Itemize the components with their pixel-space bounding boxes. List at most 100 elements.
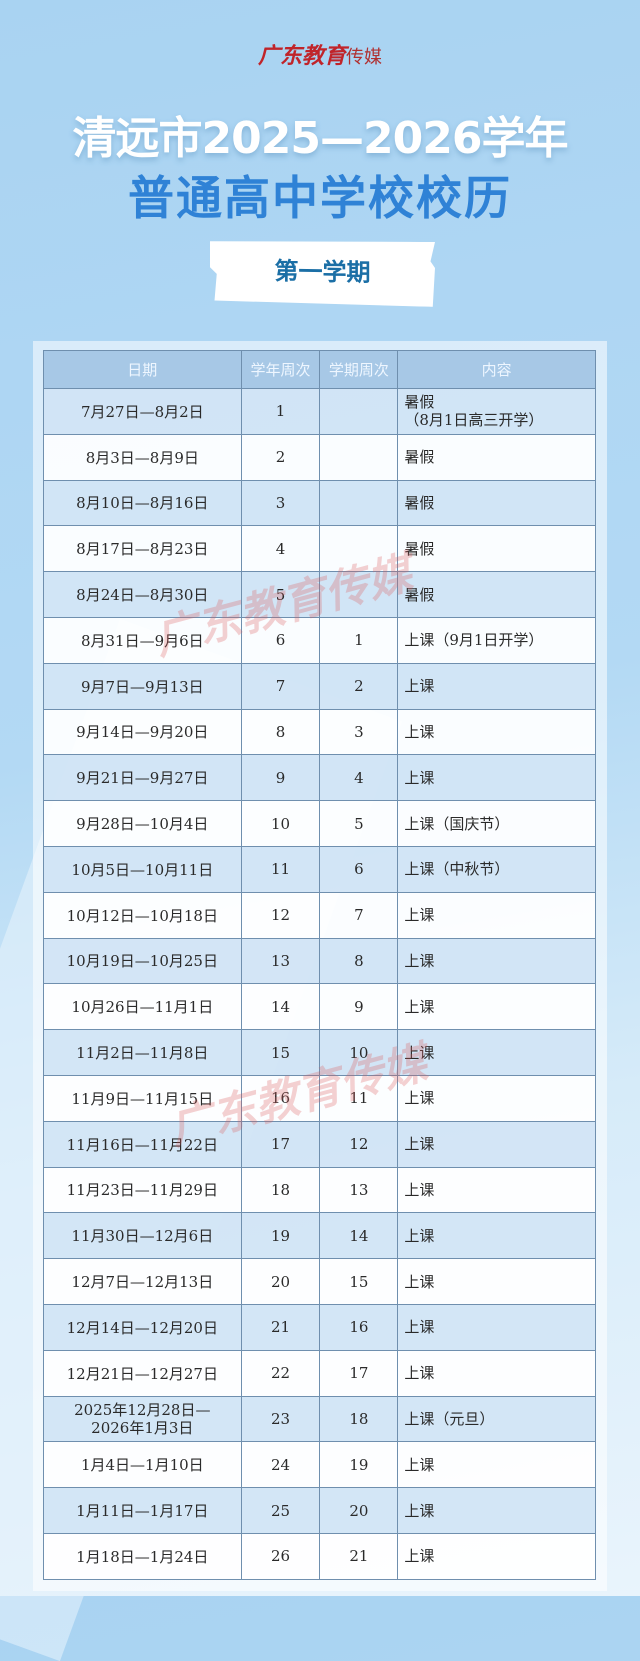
title-line-2: 普通高中学校校历 xyxy=(128,171,512,225)
cell-year-week: 14 xyxy=(240,983,321,1031)
table-row: 2025年12月28日— 2026年1月3日 23 18 上课（元旦） xyxy=(43,1395,596,1443)
cell-content: 上课 xyxy=(397,1258,596,1305)
table-header: 日期 学年周次 学期周次 内容 xyxy=(43,350,596,389)
cell-date: 8月24日—8月30日 xyxy=(43,571,242,618)
cell-content: 上课 xyxy=(397,983,596,1031)
header-term-week: 学期周次 xyxy=(319,350,399,389)
cell-term-week: 18 xyxy=(319,1395,399,1443)
cell-date: 10月12日—10月18日 xyxy=(43,891,242,939)
header-content: 内容 xyxy=(397,350,596,389)
table-row: 7月27日—8月2日 1 暑假 （8月1日高三开学） xyxy=(43,388,596,435)
table-row: 10月19日—10月25日 13 8 上课 xyxy=(43,937,596,985)
cell-content: 上课 xyxy=(397,1349,596,1397)
cell-term-week: 5 xyxy=(319,800,399,847)
cell-year-week: 1 xyxy=(240,388,321,435)
cell-year-week: 20 xyxy=(240,1258,321,1305)
table-row: 10月12日—10月18日 12 7 上课 xyxy=(43,891,596,939)
cell-date: 11月2日—11月8日 xyxy=(43,1029,242,1076)
cell-year-week: 21 xyxy=(240,1303,321,1351)
cell-term-week xyxy=(319,479,399,527)
cell-date: 8月17日—8月23日 xyxy=(43,525,242,573)
cell-date: 7月27日—8月2日 xyxy=(43,388,242,435)
cell-content: 上课 xyxy=(397,891,596,939)
cell-date: 8月31日—9月6日 xyxy=(43,616,242,664)
table-row: 11月16日—11月22日 17 12 上课 xyxy=(43,1120,596,1168)
table-row: 8月3日—8月9日 2 暑假 xyxy=(43,433,596,481)
cell-year-week: 15 xyxy=(240,1029,321,1076)
cell-term-week: 2 xyxy=(319,662,399,710)
cell-content: 暑假 xyxy=(397,571,596,618)
cell-date: 9月14日—9月20日 xyxy=(43,708,242,756)
cell-date: 2025年12月28日— 2026年1月3日 xyxy=(43,1395,242,1443)
cell-date: 9月28日—10月4日 xyxy=(43,800,242,847)
cell-content: 上课 xyxy=(397,1029,596,1076)
table-row: 11月23日—11月29日 18 13 上课 xyxy=(43,1166,596,1214)
cell-date: 10月26日—11月1日 xyxy=(43,983,242,1031)
cell-term-week xyxy=(319,525,399,573)
cell-content: 上课 xyxy=(397,1441,596,1489)
table-row: 10月26日—11月1日 14 9 上课 xyxy=(43,983,596,1031)
cell-content: 上课 xyxy=(397,1166,596,1214)
cell-date: 10月5日—10月11日 xyxy=(43,845,242,893)
cell-year-week: 9 xyxy=(240,754,321,802)
cell-content: 上课（中秋节） xyxy=(397,845,596,893)
cell-year-week: 19 xyxy=(240,1212,321,1260)
cell-term-week: 12 xyxy=(319,1120,399,1168)
cell-year-week: 12 xyxy=(240,891,321,939)
cell-content: 上课 xyxy=(397,754,596,802)
cell-year-week: 8 xyxy=(240,708,321,756)
cell-content: 上课 xyxy=(397,1487,596,1534)
table-row: 1月4日—1月10日 24 19 上课 xyxy=(43,1441,596,1489)
cell-term-week: 16 xyxy=(319,1303,399,1351)
cell-term-week: 8 xyxy=(319,937,399,985)
cell-year-week: 10 xyxy=(240,800,321,847)
cell-term-week: 19 xyxy=(319,1441,399,1489)
cell-term-week: 11 xyxy=(319,1074,399,1122)
cell-date: 1月18日—1月24日 xyxy=(43,1532,242,1580)
cell-content: 暑假 xyxy=(397,479,596,527)
cell-content: 上课（元旦） xyxy=(397,1395,596,1443)
cell-content: 上课 xyxy=(397,662,596,710)
cell-term-week: 21 xyxy=(319,1532,399,1580)
cell-year-week: 16 xyxy=(240,1074,321,1122)
cell-content: 上课 xyxy=(397,937,596,985)
cell-year-week: 3 xyxy=(240,479,321,527)
cell-content: 上课 xyxy=(397,1120,596,1168)
cell-year-week: 11 xyxy=(240,845,321,893)
table-row: 11月2日—11月8日 15 10 上课 xyxy=(43,1029,596,1076)
semester-badge: 第一学期 xyxy=(210,238,435,307)
cell-year-week: 22 xyxy=(240,1349,321,1397)
cell-year-week: 23 xyxy=(240,1395,321,1443)
cell-date: 9月7日—9月13日 xyxy=(43,662,242,710)
cell-year-week: 25 xyxy=(240,1487,321,1534)
cell-content: 上课 xyxy=(397,708,596,756)
cell-content: 上课 xyxy=(397,1212,596,1260)
cell-term-week xyxy=(319,571,399,618)
title-line-1: 清远市2025—2026学年 xyxy=(72,113,569,164)
cell-term-week: 4 xyxy=(319,754,399,802)
cell-year-week: 17 xyxy=(240,1120,321,1168)
table-row: 12月21日—12月27日 22 17 上课 xyxy=(43,1349,596,1397)
cell-date: 9月21日—9月27日 xyxy=(43,754,242,802)
calendar-table: 日期 学年周次 学期周次 内容 7月27日—8月2日 1 暑假 （8月1日高三开学） 8… xyxy=(43,350,596,1580)
table-row: 1月11日—1月17日 25 20 上课 xyxy=(43,1487,596,1534)
cell-content: 上课（国庆节） xyxy=(397,800,596,847)
cell-year-week: 7 xyxy=(240,662,321,710)
cell-content: 上课 xyxy=(397,1074,596,1122)
cell-content: 上课（9月1日开学） xyxy=(397,616,596,664)
cell-content: 上课 xyxy=(397,1532,596,1580)
cell-date: 1月11日—1月17日 xyxy=(43,1487,242,1534)
cell-term-week: 20 xyxy=(319,1487,399,1534)
cell-term-week: 1 xyxy=(319,616,399,664)
cell-date: 1月4日—1月10日 xyxy=(43,1441,242,1489)
cell-term-week xyxy=(319,388,399,435)
cell-date: 12月21日—12月27日 xyxy=(43,1349,242,1397)
cell-date: 8月10日—8月16日 xyxy=(43,479,242,527)
header-year-week: 学年周次 xyxy=(240,350,321,389)
cell-term-week: 3 xyxy=(319,708,399,756)
cell-date: 10月19日—10月25日 xyxy=(43,937,242,985)
cell-term-week xyxy=(319,433,399,481)
cell-year-week: 18 xyxy=(240,1166,321,1214)
table-row: 11月30日—12月6日 19 14 上课 xyxy=(43,1212,596,1260)
cell-term-week: 10 xyxy=(319,1029,399,1076)
